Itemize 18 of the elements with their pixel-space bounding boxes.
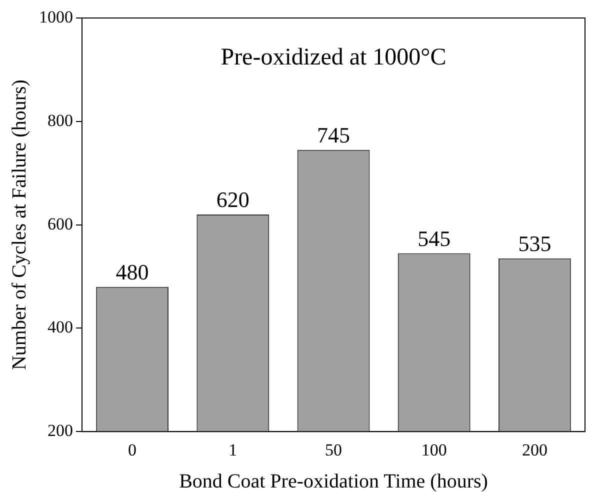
x-tick-label: 200: [522, 440, 548, 460]
x-tick-label: 0: [128, 440, 137, 460]
data-label: 545: [418, 226, 451, 252]
x-tick-label: 50: [325, 440, 342, 460]
text: Pre-oxidized at 1000°C: [220, 44, 446, 70]
y-tick-label: 200: [48, 421, 73, 440]
data-label: 745: [317, 122, 350, 148]
y-tick-label: 1000: [39, 7, 73, 26]
x-axis-title: Bond Coat Pre-oxidation Time (hours): [179, 470, 488, 492]
x-tick-label: 100: [421, 440, 447, 460]
data-label: 480: [116, 260, 149, 285]
y-axis-title: Number of Cycles at Failure (hours): [8, 80, 30, 370]
y-tick-label: 800: [48, 110, 73, 130]
y-tick-label: 400: [48, 318, 73, 337]
y-tick-label: 600: [48, 214, 73, 234]
data-label: 535: [518, 231, 552, 256]
data-label: 620: [216, 187, 250, 212]
x-tick-label: 1: [228, 440, 238, 460]
